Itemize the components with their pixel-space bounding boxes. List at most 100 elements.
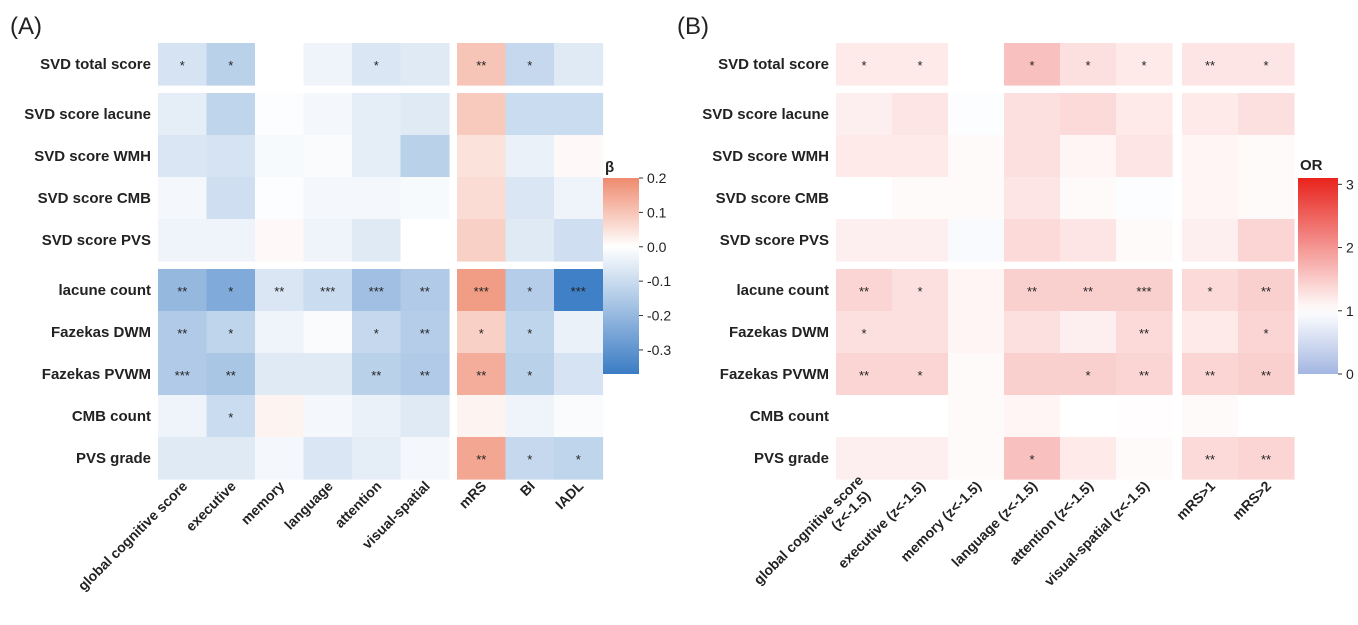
significance-mark-a-r8-c1: * [228, 410, 233, 425]
heatmap-cell-b-r8-c6 [1182, 395, 1239, 438]
legend-tick-label-a-3: -0.1 [647, 273, 671, 289]
significance-mark-b-r5-c1: * [917, 284, 922, 299]
heatmap-cell-b-r3-c7 [1238, 177, 1295, 220]
heatmap-cell-a-r0-c4 [352, 43, 402, 86]
heatmap-cell-b-r1-c4 [1060, 93, 1117, 136]
heatmap-cell-a-r3-c3 [303, 177, 353, 220]
panel-label-a: (A) [10, 13, 42, 40]
heatmap-cell-b-r9-c2 [948, 437, 1005, 480]
legend-colorbar-a [603, 178, 639, 374]
heatmap-cell-b-r7-c2 [948, 353, 1005, 396]
significance-mark-a-r0-c4: * [374, 58, 379, 73]
heatmap-cell-b-r6-c7 [1238, 311, 1295, 354]
significance-mark-a-r0-c7: * [527, 58, 532, 73]
column-label-b-visual-spatial-z-1-5: visual-spatial (z<-1.5) [1041, 478, 1152, 589]
heatmap-cell-b-r3-c1 [892, 177, 949, 220]
significance-mark-b-r6-c0: * [861, 326, 866, 341]
significance-mark-a-r0-c1: * [228, 58, 233, 73]
legend-tick-label-b-2: 1 [1346, 303, 1354, 319]
heatmap-cell-a-r8-c8 [554, 395, 604, 438]
heatmap-cell-b-r3-c5 [1116, 177, 1173, 220]
heatmap-cell-a-r7-c6 [457, 353, 507, 396]
heatmap-cell-b-r3-c4 [1060, 177, 1117, 220]
heatmap-cell-b-r7-c0 [836, 353, 893, 396]
heatmap-cell-b-r9-c4 [1060, 437, 1117, 480]
significance-mark-b-r0-c0: * [861, 58, 866, 73]
heatmap-cell-b-r8-c2 [948, 395, 1005, 438]
heatmap-cell-b-r8-c4 [1060, 395, 1117, 438]
significance-mark-b-r7-c6: ** [1205, 368, 1215, 383]
legend-tick-label-a-4: -0.2 [647, 308, 671, 324]
row-label-b-svd-score-wmh: SVD score WMH [712, 148, 829, 165]
heatmap-cell-a-r6-c5 [400, 311, 450, 354]
legend-title-b: OR [1300, 157, 1323, 174]
heatmap-cell-a-r7-c7 [505, 353, 555, 396]
heatmap-cell-a-r4-c5 [400, 219, 450, 262]
heatmap-cell-b-r1-c6 [1182, 93, 1239, 136]
heatmap-cell-a-r4-c0 [158, 219, 208, 262]
heatmap-cell-a-r9-c1 [206, 437, 256, 480]
column-label-a-iadl: IADL [552, 477, 587, 512]
heatmap-cell-a-r6-c3 [303, 311, 353, 354]
column-label-a-executive: executive [182, 478, 239, 535]
row-label-a-svd-score-cmb: SVD score CMB [38, 190, 152, 207]
heatmap-cell-a-r8-c1 [206, 395, 256, 438]
heatmap-cell-a-r6-c4 [352, 311, 402, 354]
heatmap-cell-a-r0-c2 [255, 43, 305, 86]
heatmap-cell-a-r0-c8 [554, 43, 604, 86]
significance-mark-a-r5-c2: ** [274, 284, 284, 299]
heatmap-cell-a-r2-c4 [352, 135, 402, 178]
heatmap-cell-b-r9-c3 [1004, 437, 1061, 480]
significance-mark-a-r5-c3: *** [320, 284, 335, 299]
heatmap-cell-b-r6-c0 [836, 311, 893, 354]
heatmap-cell-b-r3-c2 [948, 177, 1005, 220]
heatmap-cell-b-r0-c6 [1182, 43, 1239, 86]
heatmap-cell-a-r5-c2 [255, 269, 305, 312]
panel-a-heatmap: (A)* * * ** *** * ** *** *** ** *** * ***** * * ** * ****… [10, 13, 671, 594]
heatmap-cell-b-r7-c4 [1060, 353, 1117, 396]
heatmap-cell-b-r4-c6 [1182, 219, 1239, 262]
heatmap-cell-a-r5-c3 [303, 269, 353, 312]
heatmap-cell-a-r7-c5 [400, 353, 450, 396]
heatmap-cell-b-r4-c7 [1238, 219, 1295, 262]
heatmap-cell-b-r6-c3 [1004, 311, 1061, 354]
column-label-a-language: language [281, 478, 336, 533]
heatmap-cell-a-r7-c8 [554, 353, 604, 396]
heatmap-cell-a-r6-c0 [158, 311, 208, 354]
heatmap-cell-a-r5-c6 [457, 269, 507, 312]
heatmap-cell-a-r6-c2 [255, 311, 305, 354]
heatmap-cell-b-r8-c7 [1238, 395, 1295, 438]
significance-mark-a-r6-c1: * [228, 326, 233, 341]
legend-tick-label-b-0: 3 [1346, 176, 1354, 192]
legend-tick-label-a-2: 0.0 [647, 239, 667, 255]
row-label-a-pvs-grade: PVS grade [76, 450, 151, 467]
heatmap-cell-b-r5-c1 [892, 269, 949, 312]
heatmap-cell-b-r5-c3 [1004, 269, 1061, 312]
heatmap-cell-a-r5-c7 [505, 269, 555, 312]
heatmap-cell-a-r9-c7 [505, 437, 555, 480]
heatmap-cell-b-r5-c5 [1116, 269, 1173, 312]
heatmap-cell-b-r9-c0 [836, 437, 893, 480]
heatmap-cell-b-r1-c5 [1116, 93, 1173, 136]
heatmap-cell-a-r9-c8 [554, 437, 604, 480]
row-label-a-svd-total-score: SVD total score [40, 56, 151, 73]
heatmap-cell-a-r8-c3 [303, 395, 353, 438]
heatmap-cell-a-r4-c3 [303, 219, 353, 262]
heatmap-cell-a-r2-c0 [158, 135, 208, 178]
heatmap-cell-a-r1-c1 [206, 93, 256, 136]
heatmap-cell-a-r3-c5 [400, 177, 450, 220]
significance-mark-b-r9-c3: * [1029, 452, 1034, 467]
column-label-a-memory: memory [238, 478, 288, 528]
heatmap-cell-a-r8-c2 [255, 395, 305, 438]
significance-mark-a-r0-c6: ** [476, 58, 486, 73]
heatmap-cell-b-r2-c2 [948, 135, 1005, 178]
heatmap-cell-a-r9-c3 [303, 437, 353, 480]
heatmap-cell-a-r9-c5 [400, 437, 450, 480]
significance-mark-b-r5-c3: ** [1027, 284, 1037, 299]
row-label-a-lacune-count: lacune count [58, 282, 151, 299]
significance-mark-b-r0-c5: * [1141, 58, 1146, 73]
heatmap-cell-a-r1-c2 [255, 93, 305, 136]
row-label-a-cmb-count: CMB count [72, 408, 151, 425]
heatmap-cell-a-r4-c1 [206, 219, 256, 262]
heatmap-cell-a-r3-c6 [457, 177, 507, 220]
